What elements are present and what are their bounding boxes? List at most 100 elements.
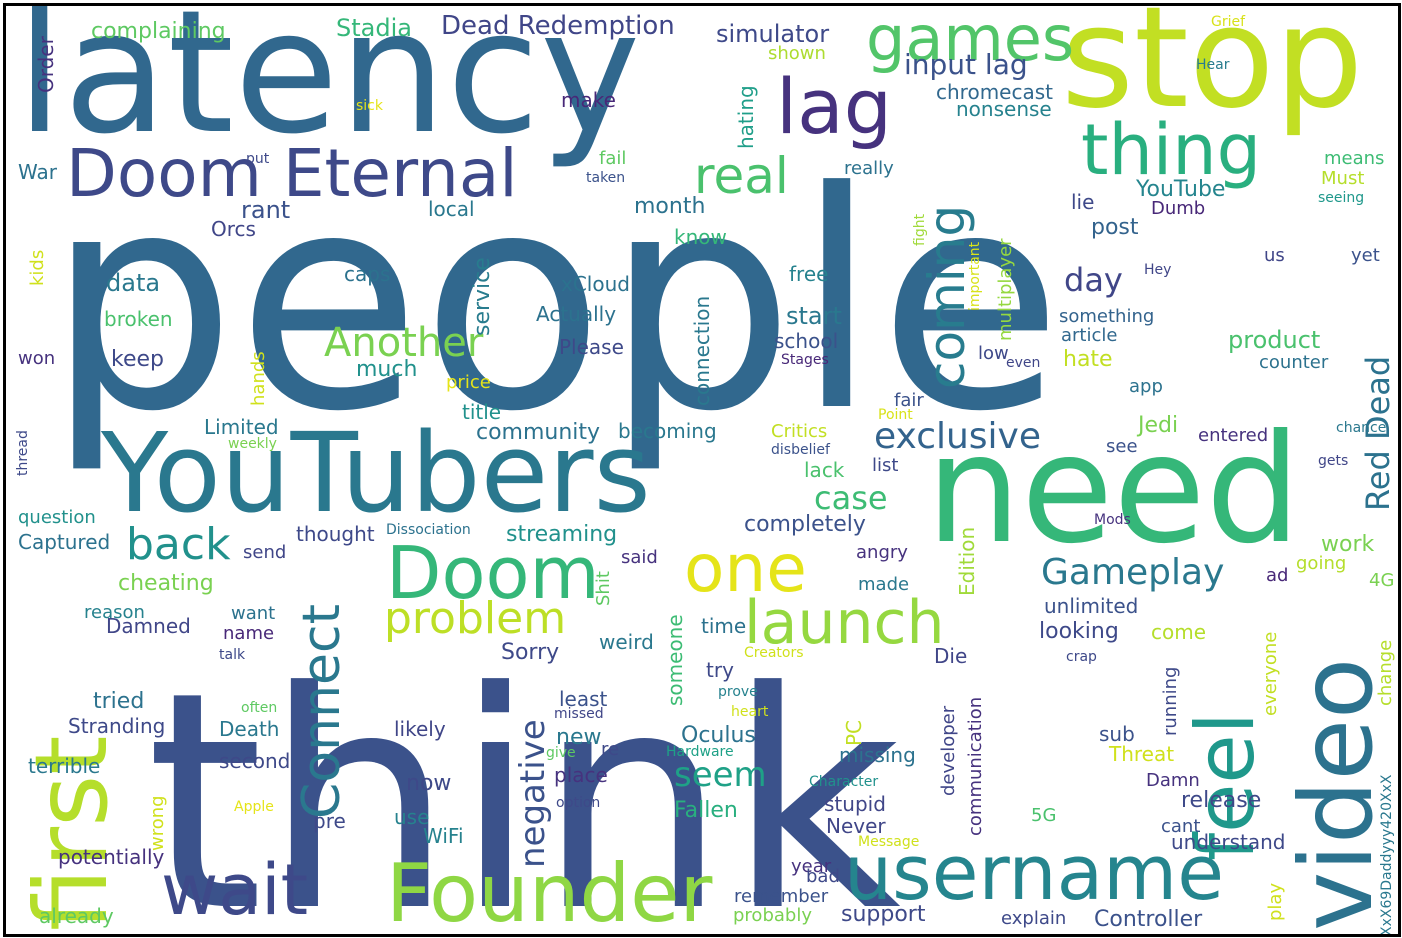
word: hate bbox=[1063, 347, 1113, 372]
word: PC bbox=[842, 720, 866, 746]
word: release bbox=[1181, 788, 1261, 813]
word: 5G bbox=[1031, 805, 1056, 826]
word: time bbox=[701, 614, 746, 638]
word: gets bbox=[1318, 453, 1348, 469]
word: feel bbox=[1179, 712, 1272, 861]
word: work bbox=[1321, 532, 1374, 557]
word: Edition bbox=[955, 527, 979, 596]
word: year bbox=[791, 856, 832, 877]
word: developer bbox=[938, 705, 959, 796]
word: Death bbox=[219, 717, 279, 741]
word: start bbox=[786, 302, 842, 330]
word: Doom Eternal bbox=[66, 135, 518, 212]
word: people bbox=[46, 128, 1063, 477]
word: try bbox=[706, 658, 734, 682]
word: ad bbox=[1266, 565, 1288, 586]
word: wrong bbox=[147, 795, 168, 851]
word: explain bbox=[1001, 908, 1066, 929]
word: want bbox=[231, 603, 275, 624]
word: YouTube bbox=[1135, 177, 1225, 202]
word: nonsense bbox=[956, 97, 1052, 121]
word: free bbox=[789, 262, 828, 286]
word: weird bbox=[599, 630, 654, 654]
word: cheating bbox=[118, 571, 214, 596]
word: Please bbox=[559, 335, 624, 359]
word: probably bbox=[733, 905, 812, 926]
word: hands bbox=[248, 351, 269, 406]
word: month bbox=[634, 194, 705, 219]
word: unlimited bbox=[1044, 594, 1138, 618]
word: app bbox=[1129, 376, 1163, 397]
word: chance bbox=[1336, 420, 1386, 436]
word: Another bbox=[324, 320, 484, 366]
word: need bbox=[926, 403, 1301, 577]
word: new bbox=[556, 725, 601, 750]
word: much bbox=[356, 357, 417, 382]
word: streaming bbox=[506, 522, 617, 547]
word: likely bbox=[394, 717, 446, 741]
word: sub bbox=[1099, 722, 1135, 746]
word: seeing bbox=[1318, 190, 1364, 206]
word: Dead Redemption bbox=[441, 11, 675, 41]
word: Stadia bbox=[336, 14, 412, 42]
word: us bbox=[1264, 245, 1285, 266]
word: yet bbox=[1351, 245, 1380, 266]
word: YouTubers bbox=[100, 409, 651, 537]
word: terrible bbox=[28, 754, 100, 778]
word: becoming bbox=[618, 419, 717, 443]
word: launch bbox=[744, 588, 945, 658]
word: video bbox=[1278, 658, 1395, 931]
word: come bbox=[1151, 620, 1206, 644]
word: means bbox=[1324, 148, 1384, 169]
word: fail bbox=[599, 148, 626, 169]
word: understand bbox=[1171, 830, 1285, 854]
word: rant bbox=[241, 196, 290, 224]
word: Dissociation bbox=[386, 522, 471, 538]
word: lag bbox=[776, 62, 892, 151]
word: pre bbox=[313, 809, 346, 833]
word: won bbox=[18, 348, 55, 369]
word: important bbox=[967, 241, 983, 311]
word: first bbox=[13, 736, 130, 931]
word: change bbox=[1375, 640, 1396, 706]
word: crap bbox=[1066, 649, 1097, 665]
word: potentially bbox=[58, 845, 165, 869]
word: remember bbox=[734, 886, 829, 907]
word: service bbox=[470, 257, 495, 336]
word: real bbox=[694, 147, 789, 205]
word: seem bbox=[674, 755, 767, 795]
word: product bbox=[1228, 326, 1320, 354]
word: option bbox=[556, 795, 600, 811]
word: prove bbox=[718, 684, 758, 700]
word: looking bbox=[1039, 619, 1119, 644]
word: now bbox=[406, 771, 451, 796]
word: post bbox=[1091, 215, 1139, 240]
word: Oculus bbox=[681, 723, 756, 748]
word: made bbox=[858, 574, 909, 595]
word: communication bbox=[965, 697, 986, 836]
word: Must bbox=[1321, 168, 1364, 189]
word: bad bbox=[806, 866, 840, 887]
word: War bbox=[18, 160, 58, 184]
word: said bbox=[621, 547, 658, 568]
word: angry bbox=[856, 542, 908, 563]
word: list bbox=[872, 455, 898, 476]
word: simulator bbox=[716, 20, 829, 48]
word: Creators bbox=[744, 645, 804, 661]
word: complaining bbox=[91, 19, 226, 44]
word: broken bbox=[104, 307, 173, 331]
word: Damned bbox=[106, 614, 191, 638]
word: Order bbox=[34, 35, 58, 93]
word: Hey bbox=[1144, 262, 1171, 278]
word: counter bbox=[1259, 352, 1329, 373]
word: WiFi bbox=[423, 824, 464, 848]
word: re bbox=[601, 739, 619, 760]
word: Die bbox=[934, 644, 967, 668]
word: know bbox=[674, 225, 727, 249]
word: Shit bbox=[593, 571, 614, 606]
word: cant bbox=[1161, 816, 1200, 837]
word: exclusive bbox=[874, 416, 1041, 457]
word-cloud-frame: people think latency stop need YouTubers… bbox=[3, 3, 1401, 937]
word: least bbox=[559, 687, 608, 711]
word: give bbox=[546, 745, 576, 761]
